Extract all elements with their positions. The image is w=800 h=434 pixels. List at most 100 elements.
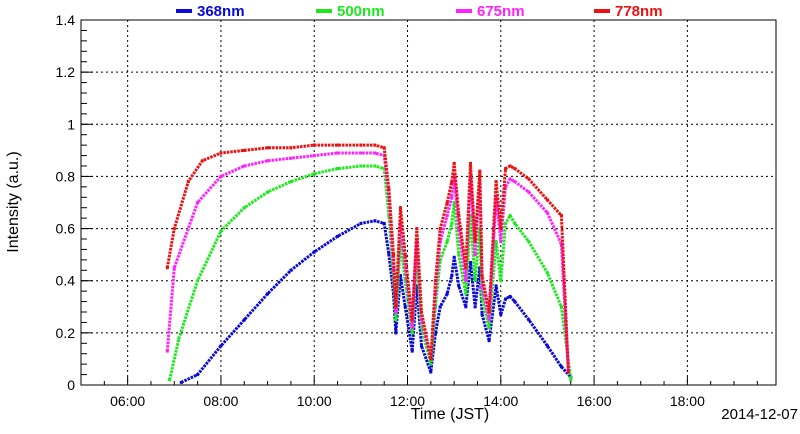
data-point xyxy=(504,185,507,189)
legend-label: 675nm xyxy=(477,3,525,20)
data-point xyxy=(266,190,270,194)
data-point xyxy=(527,190,531,194)
y-axis-title: Intensity (a.u.) xyxy=(5,151,22,252)
data-point xyxy=(312,250,316,254)
data-point xyxy=(469,261,472,264)
data-point xyxy=(420,344,423,348)
data-point xyxy=(452,255,456,259)
data-point xyxy=(457,253,461,257)
data-point xyxy=(499,240,503,244)
data-point xyxy=(289,156,293,160)
data-point xyxy=(373,219,377,223)
data-point xyxy=(499,313,503,317)
data-point xyxy=(450,180,454,184)
data-point xyxy=(545,271,549,275)
data-point xyxy=(508,164,512,168)
data-point xyxy=(172,227,176,231)
data-point xyxy=(382,146,386,150)
data-point xyxy=(266,292,270,296)
y-tick-label: 0 xyxy=(67,377,75,393)
data-point xyxy=(410,318,414,322)
data-point xyxy=(504,167,507,171)
data-point xyxy=(494,180,498,184)
data-point xyxy=(429,370,433,374)
y-tick-label: 1.2 xyxy=(56,64,76,80)
data-point xyxy=(527,240,531,244)
data-point xyxy=(312,154,316,158)
series-500nm xyxy=(168,164,573,382)
data-point xyxy=(387,188,391,191)
data-point xyxy=(457,227,461,231)
data-point xyxy=(513,180,517,184)
series-trace xyxy=(180,219,572,384)
data-point xyxy=(373,164,377,168)
data-point xyxy=(399,274,402,277)
data-point xyxy=(504,297,507,301)
x-axis-title: Time (JST) xyxy=(411,406,490,423)
data-point xyxy=(420,318,423,322)
data-point xyxy=(473,240,477,244)
data-point xyxy=(438,258,442,262)
data-point xyxy=(200,159,204,163)
legend: 368nm 500nm 675nm 778nm xyxy=(176,3,663,20)
data-point xyxy=(394,331,398,335)
data-point xyxy=(336,151,339,155)
data-point xyxy=(179,380,183,384)
x-tick-label: 18:00 xyxy=(670,393,705,409)
data-point xyxy=(480,313,484,317)
data-point xyxy=(196,279,200,283)
data-point xyxy=(452,201,456,204)
data-point xyxy=(464,305,468,309)
data-point xyxy=(359,143,363,147)
data-point xyxy=(469,214,472,217)
ticks: 06:00 08:00 10:00 12:00 14:00 16:00 18:00 0 0.2 0… xyxy=(56,12,758,409)
x-tick-label: 08:00 xyxy=(203,393,238,409)
y-tick-label: 0.6 xyxy=(56,221,76,237)
data-point xyxy=(445,292,449,296)
data-point xyxy=(359,221,363,225)
data-point xyxy=(504,221,507,225)
data-point xyxy=(559,365,563,369)
data-point xyxy=(457,284,461,288)
data-point xyxy=(508,294,512,298)
data-point xyxy=(438,227,442,231)
x-tick-label: 10:00 xyxy=(297,393,332,409)
legend-label: 778nm xyxy=(615,3,663,20)
data-point xyxy=(499,279,503,283)
data-point xyxy=(387,253,391,257)
data-point xyxy=(478,169,482,173)
data-point xyxy=(219,229,223,233)
data-point xyxy=(186,180,190,184)
series-layer xyxy=(165,143,573,384)
data-point xyxy=(508,214,512,217)
data-point xyxy=(566,370,570,374)
data-point xyxy=(545,198,549,202)
data-point xyxy=(480,274,484,277)
data-point xyxy=(450,221,454,225)
data-point xyxy=(527,318,531,322)
data-point xyxy=(450,195,454,199)
data-point xyxy=(487,339,491,343)
data-point xyxy=(394,310,398,314)
y-tick-label: 1.4 xyxy=(56,12,76,28)
data-point xyxy=(289,180,293,184)
data-point xyxy=(469,161,472,165)
data-point xyxy=(312,172,316,176)
series-368nm xyxy=(179,219,573,384)
data-point xyxy=(165,266,169,270)
data-point xyxy=(410,349,414,353)
data-point xyxy=(434,279,437,283)
data-point xyxy=(429,357,433,361)
data-point xyxy=(266,146,270,150)
legend-label: 368nm xyxy=(197,3,245,20)
data-point xyxy=(219,344,223,348)
data-point xyxy=(434,331,437,335)
data-point xyxy=(289,146,293,150)
data-point xyxy=(394,305,398,309)
data-point xyxy=(494,195,498,199)
data-point xyxy=(403,253,407,257)
data-point xyxy=(559,214,563,217)
data-point xyxy=(399,206,402,210)
x-tick-label: 16:00 xyxy=(577,393,612,409)
grid xyxy=(81,19,776,386)
